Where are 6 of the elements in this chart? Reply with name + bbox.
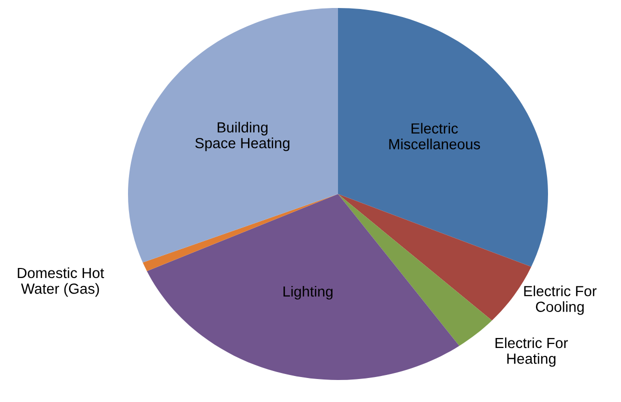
- slice-label: Building Space Heating: [195, 122, 290, 152]
- slice-label: Electric For Heating: [496, 337, 568, 367]
- slice-label: Domestic Hot Water (Gas): [18, 267, 104, 297]
- slice-label: Lighting: [284, 286, 332, 300]
- slice-label: Electric Miscellaneous: [389, 122, 480, 150]
- slice-label: Electric For Cooling: [524, 286, 597, 315]
